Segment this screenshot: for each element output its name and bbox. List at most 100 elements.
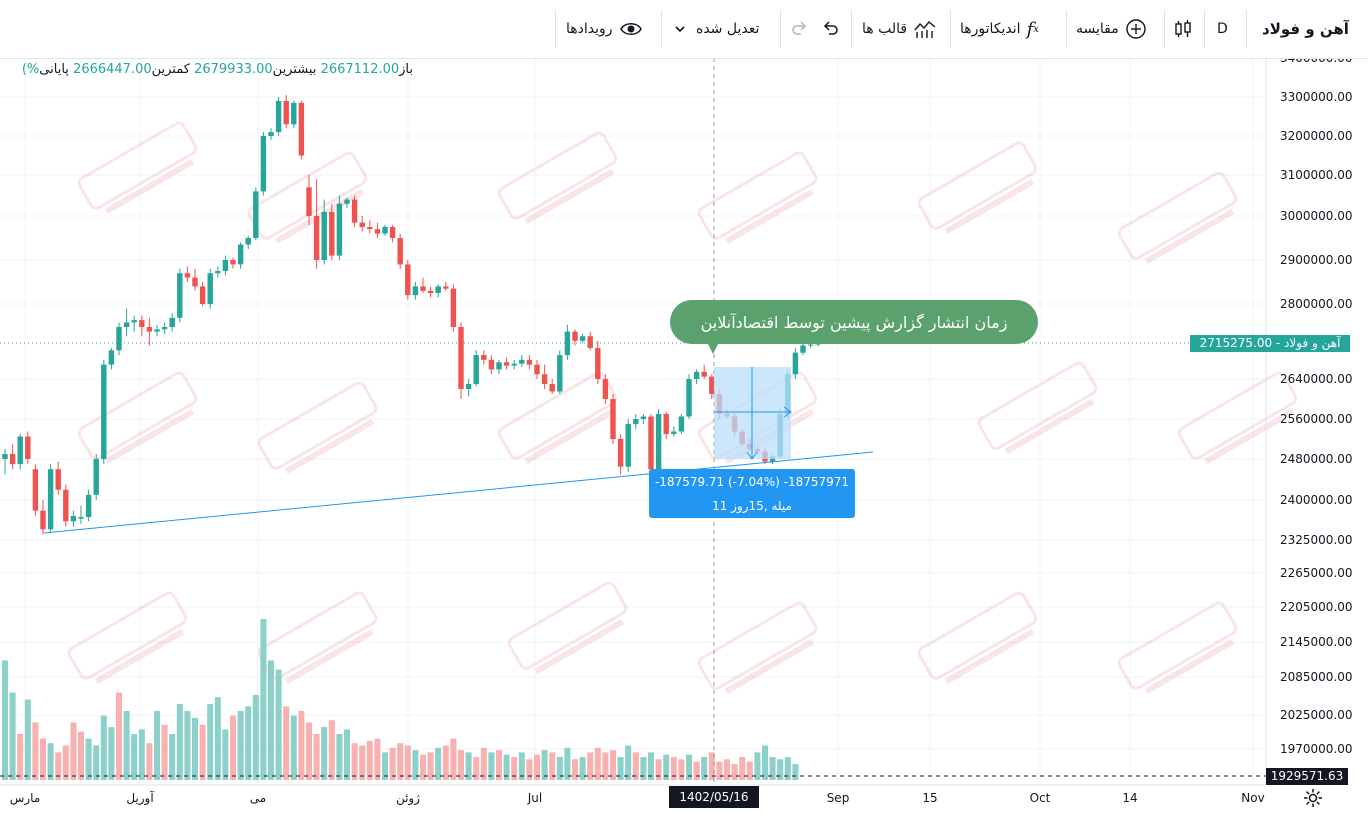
events-button[interactable]: رویدادها (566, 8, 643, 50)
settings-gear-icon[interactable] (1302, 787, 1324, 809)
candle-body (564, 331, 571, 356)
candle (443, 282, 449, 291)
volume-bar (169, 734, 176, 780)
volume-bar (648, 752, 654, 780)
candle (17, 434, 23, 470)
time-tick-label: Oct (1030, 791, 1051, 805)
adjusted-dropdown[interactable]: تعدیل شده (674, 8, 759, 50)
time-tick-label: Nov (1241, 791, 1264, 805)
candle-body (321, 211, 327, 260)
price-tick-label: 2265000.00 (1280, 566, 1353, 580)
volume-bar (617, 757, 624, 780)
price-tick-label: 2560000.00 (1280, 412, 1353, 426)
candle-body (47, 469, 54, 530)
watermark-logo (77, 371, 198, 465)
chart-grid (0, 57, 1266, 785)
volume-bar (594, 747, 601, 780)
candle (397, 233, 403, 269)
candle (321, 199, 327, 265)
watermark-mark (1117, 601, 1238, 690)
watermark-mark (944, 628, 1035, 685)
candle (602, 374, 609, 404)
candle (78, 505, 84, 524)
watermark-logo (77, 121, 198, 215)
candle-body (625, 424, 631, 467)
volume-bar (268, 660, 274, 780)
candle (655, 409, 662, 472)
watermark-mark (497, 371, 618, 460)
volume-bar (298, 711, 305, 780)
volume-bar (252, 694, 259, 780)
interval-button[interactable]: D (1217, 8, 1228, 50)
compare-label: مقایسه (1076, 21, 1119, 37)
volume-bar (146, 743, 153, 780)
candle-body (306, 187, 312, 216)
volume-bar (579, 757, 586, 780)
volume-bar (214, 697, 221, 780)
volume-bar (754, 752, 761, 780)
volume-bar (701, 757, 708, 780)
volume-bar (93, 745, 100, 780)
candle-body (9, 454, 16, 465)
report-callout[interactable]: زمان انتشار گزارش پیشین توسط اقتصادآنلای… (670, 300, 1038, 344)
candle (488, 355, 495, 375)
undo-button[interactable] (820, 8, 840, 50)
volume-bar (511, 757, 518, 780)
drawing-overlays (0, 58, 1266, 785)
symbol-search[interactable]: آهن و فولاد (1262, 8, 1349, 50)
price-tick-label: 2800000.00 (1280, 297, 1353, 311)
candle-body (17, 436, 23, 465)
candle (595, 340, 601, 384)
candle-body (131, 320, 137, 323)
divider (780, 10, 781, 48)
trendline (43, 451, 874, 534)
candle-body (161, 327, 168, 330)
redo-button[interactable] (790, 8, 810, 50)
candle (572, 329, 578, 346)
candle-body (465, 384, 472, 389)
volume-bar (108, 727, 115, 780)
volume-bar (55, 752, 62, 780)
divider (1066, 10, 1067, 48)
candle-body (108, 350, 115, 365)
watermark-mark (94, 628, 185, 685)
chart-type-button[interactable] (1172, 8, 1194, 50)
candle (678, 414, 685, 434)
candle (9, 444, 16, 470)
candle-body (184, 273, 191, 278)
candle-body (25, 436, 31, 459)
price-tick-label: 3200000.00 (1280, 129, 1353, 143)
price-tick-label: 2325000.00 (1280, 533, 1353, 547)
candle-body (792, 352, 799, 375)
divider (661, 10, 662, 48)
candle (161, 322, 168, 334)
indicators-label: اندیکاتورها (960, 21, 1021, 37)
volume-bar (230, 715, 236, 780)
compare-button[interactable]: مقایسه (1076, 8, 1147, 50)
candle (93, 454, 99, 500)
candle (275, 97, 282, 136)
volume-bar (678, 759, 685, 780)
watermark-mark (944, 178, 1035, 235)
candle-body (177, 273, 183, 318)
templates-button[interactable]: قالب ها (862, 8, 937, 50)
candle-body (549, 384, 555, 392)
candle (663, 411, 669, 439)
watermark-mark (534, 618, 625, 675)
watermark-mark (77, 121, 198, 210)
volume-bar (100, 715, 107, 780)
candle (313, 179, 320, 269)
candle (412, 282, 419, 300)
open-value: 2667112.00 (320, 62, 400, 77)
volume-bar (154, 711, 160, 780)
candle-body (519, 359, 525, 364)
candle-body (154, 329, 160, 332)
candle-body (40, 510, 46, 530)
candle-body (374, 229, 381, 234)
volume-bar (556, 757, 563, 780)
candle (306, 175, 312, 225)
volume-bar (161, 724, 168, 780)
volume-bar (602, 752, 609, 780)
